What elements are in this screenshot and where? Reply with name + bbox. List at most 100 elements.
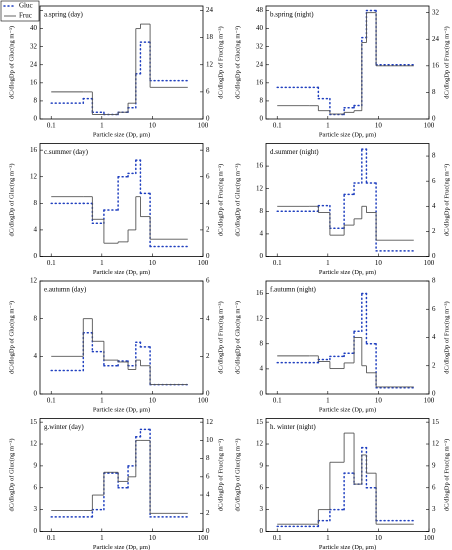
y2-tick-label: 12 <box>206 418 214 426</box>
y-tick-label: 40 <box>30 24 38 32</box>
panel-title: d.summer (night) <box>270 148 319 156</box>
y2-tick-label: 6 <box>206 172 210 180</box>
y-axis-label: dC/dlogDp of Gluc(ng m⁻³) <box>234 438 241 511</box>
x-tick-label: 10 <box>149 122 157 130</box>
y-tick-label: 0 <box>260 527 264 535</box>
y-tick-label: 9 <box>34 461 38 469</box>
y-tick-label: 16 <box>30 78 38 86</box>
y2-tick-label: 12 <box>432 440 440 448</box>
y2-tick-label: 9 <box>432 461 436 469</box>
y-tick-label: 12 <box>30 277 38 285</box>
y-tick-label: 16 <box>256 289 264 297</box>
y-tick-label: 0 <box>34 252 38 260</box>
y2-tick-label: 6 <box>432 483 436 491</box>
y-tick-label: 16 <box>256 78 264 86</box>
y2-tick-label: 2 <box>206 509 210 517</box>
y2-tick-label: 0 <box>206 252 210 260</box>
y-tick-label: 8 <box>260 207 264 215</box>
panel-title: f.autumn (night) <box>270 286 317 294</box>
panel-title: g.winter (day) <box>44 423 84 431</box>
y2-tick-label: 2 <box>206 226 210 234</box>
y-tick-label: 8 <box>260 339 264 347</box>
x-axis-label: Particle size (Dp, μm) <box>93 406 150 413</box>
y-axis-label: dC/dlogDp of Gluc(ng m⁻³) <box>8 301 15 374</box>
y2-tick-label: 0 <box>206 527 210 535</box>
y2-tick-label: 6 <box>206 472 210 480</box>
x-tick-label: 0.1 <box>47 397 56 405</box>
y2-tick-label: 6 <box>206 87 210 95</box>
x-tick-label: 10 <box>375 259 383 267</box>
panel-title: b.spring (night) <box>270 11 314 19</box>
plot-frame <box>265 143 430 257</box>
y-tick-label: 12 <box>30 440 38 448</box>
y-tick-label: 6 <box>34 483 38 491</box>
y-tick-label: 0 <box>260 252 264 260</box>
x-tick-label: 1 <box>326 534 330 542</box>
y-tick-label: 12 <box>30 172 38 180</box>
y2-tick-label: 24 <box>432 35 440 43</box>
panel-title: c.summer (day) <box>44 148 89 156</box>
y-tick-label: 8 <box>34 199 38 207</box>
x-tick-label: 1 <box>100 122 104 130</box>
y-axis-label: dC/dlogDp of Gluc(ng m⁻³) <box>234 26 241 99</box>
y-tick-label: 0 <box>260 390 264 398</box>
y2-tick-label: 0 <box>206 390 210 398</box>
y-tick-label: 24 <box>30 60 38 68</box>
y-tick-label: 16 <box>256 162 264 170</box>
y2-tick-label: 0 <box>432 390 436 398</box>
x-tick-label: 0.1 <box>273 259 282 267</box>
y2-axis-label: dC/dlogDp of Fruc(ng m⁻³) <box>217 439 224 511</box>
y2-tick-label: 16 <box>432 61 440 69</box>
y2-tick-label: 6 <box>432 305 436 313</box>
x-tick-label: 100 <box>424 397 435 405</box>
legend-label: Gluc <box>19 2 33 10</box>
x-tick-label: 0.1 <box>47 259 56 267</box>
x-tick-label: 100 <box>198 259 209 267</box>
y2-tick-label: 4 <box>206 199 210 207</box>
plot-frame <box>39 5 204 120</box>
y-tick-label: 15 <box>30 418 38 426</box>
x-axis-label: Particle size (Dp, μm) <box>319 131 376 138</box>
y2-tick-label: 8 <box>432 88 436 96</box>
y2-tick-label: 18 <box>206 33 214 41</box>
y-tick-label: 32 <box>256 42 264 50</box>
y2-tick-label: 6 <box>206 277 210 285</box>
y2-tick-label: 2 <box>206 352 210 360</box>
x-tick-label: 100 <box>198 122 209 130</box>
y2-tick-label: 4 <box>206 491 210 499</box>
y-tick-label: 12 <box>256 314 264 322</box>
x-tick-label: 100 <box>424 259 435 267</box>
plot-frame <box>265 280 430 395</box>
y-axis-label: dC/dlogDp of Gluc(ng m⁻³) <box>234 301 241 374</box>
y2-tick-label: 4 <box>432 202 436 210</box>
y-tick-label: 4 <box>260 364 264 372</box>
y2-tick-label: 6 <box>432 177 436 185</box>
y2-axis-label: dC/dlogDp of Fruc(ng m⁻³) <box>443 439 450 511</box>
x-tick-label: 0.1 <box>47 122 56 130</box>
y-tick-label: 12 <box>256 440 264 448</box>
plot-frame <box>265 5 430 120</box>
y-axis-label: dC/dlogDp of Gluc(ng m⁻³) <box>8 26 15 99</box>
x-tick-label: 0.1 <box>273 534 282 542</box>
y2-tick-label: 0 <box>432 115 436 123</box>
x-axis-label: Particle size (Dp, μm) <box>93 131 150 138</box>
plot-frame <box>39 280 204 395</box>
y-tick-label: 8 <box>34 97 38 105</box>
y2-tick-label: 8 <box>432 152 436 160</box>
y-tick-label: 12 <box>256 184 264 192</box>
y2-tick-label: 8 <box>206 454 210 462</box>
y-tick-label: 0 <box>260 115 264 123</box>
x-tick-label: 10 <box>149 397 157 405</box>
y2-tick-label: 10 <box>206 436 214 444</box>
x-tick-label: 10 <box>375 534 383 542</box>
y-axis-label: dC/dlogDp of Gluc(ng m⁻³) <box>234 163 241 236</box>
x-tick-label: 100 <box>198 534 209 542</box>
x-axis-label: Particle size (Dp, μm) <box>93 544 150 550</box>
y-tick-label: 6 <box>260 483 264 491</box>
y2-axis-label: dC/dlogDp of Fruc(ng m⁻³) <box>217 164 224 236</box>
y-tick-label: 8 <box>260 97 264 105</box>
y-tick-label: 3 <box>260 505 264 513</box>
y-tick-label: 9 <box>260 461 264 469</box>
